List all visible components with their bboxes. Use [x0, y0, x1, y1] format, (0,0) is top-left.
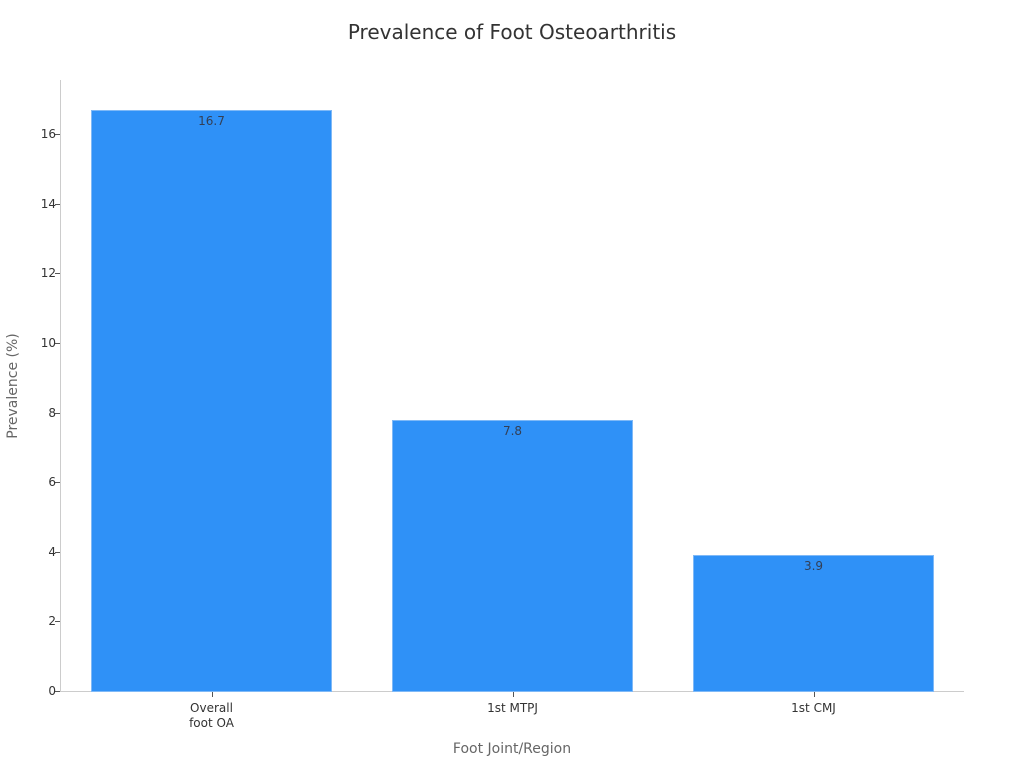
- y-tick: [55, 551, 60, 553]
- y-tick: [55, 273, 60, 275]
- x-tick: [813, 692, 815, 697]
- y-axis-line: [60, 80, 61, 692]
- chart-title: Prevalence of Foot Osteoarthritis: [347, 20, 677, 44]
- y-tick-label: 10: [40, 336, 56, 350]
- bar-value-label: 3.9: [803, 559, 824, 574]
- y-tick: [55, 134, 60, 136]
- bar: 3.9: [693, 555, 934, 692]
- x-tick: [211, 692, 213, 697]
- x-tick-label: 1st MTPJ: [487, 701, 538, 715]
- y-tick-label: 6: [48, 475, 56, 490]
- y-tick-label: 16: [40, 127, 56, 142]
- y-tick: [55, 412, 60, 414]
- bar-value-label: 7.8: [502, 423, 523, 438]
- y-tick: [55, 691, 60, 692]
- y-tick: [55, 482, 60, 484]
- y-tick-label: 8: [48, 405, 56, 420]
- bar: 16.7: [91, 109, 332, 692]
- y-tick: [55, 343, 60, 344]
- y-tick-label: 4: [48, 544, 56, 559]
- bar: 7.8: [392, 419, 633, 692]
- x-tick: [512, 692, 514, 697]
- y-tick-label: 14: [40, 196, 56, 211]
- y-tick: [55, 621, 60, 623]
- x-tick-label: 1st CMJ: [791, 701, 836, 715]
- y-tick-label: 12: [40, 266, 56, 281]
- y-axis-label: Prevalence (%): [5, 333, 21, 439]
- y-tick-label: 2: [48, 614, 56, 629]
- y-tick: [55, 203, 60, 205]
- x-tick-label: Overall foot OA: [189, 701, 234, 730]
- x-axis-label: Foot Joint/Region: [452, 741, 572, 757]
- y-tick-label: 0: [48, 684, 56, 698]
- bar-value-label: 16.7: [198, 113, 225, 128]
